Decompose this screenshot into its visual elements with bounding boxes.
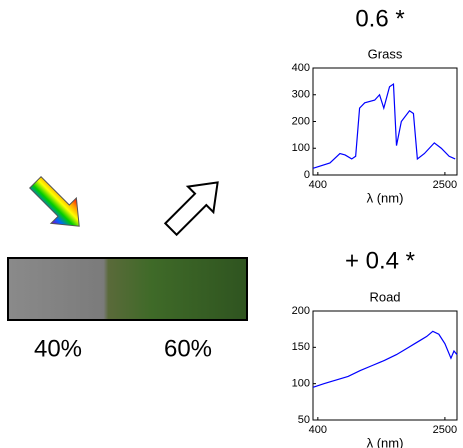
y-tick-label: 150 bbox=[292, 341, 310, 353]
y-tick-label: 100 bbox=[292, 378, 310, 390]
y-tick-label: 300 bbox=[292, 89, 310, 101]
x-axis-label: λ (nm) bbox=[367, 435, 404, 448]
ground-image bbox=[8, 258, 247, 320]
y-tick-label: 100 bbox=[292, 142, 310, 154]
weight-label: + 0.4 * bbox=[345, 247, 415, 274]
right-percent: 60% bbox=[164, 335, 212, 362]
x-tick-label: 2500 bbox=[433, 179, 457, 191]
chart-title: Road bbox=[369, 289, 400, 304]
y-tick-label: 200 bbox=[292, 115, 310, 127]
outline-arrow bbox=[158, 170, 230, 242]
x-tick-label: 400 bbox=[309, 424, 327, 436]
plot-frame bbox=[313, 311, 457, 420]
rainbow-arrow bbox=[23, 170, 92, 239]
y-tick-label: 400 bbox=[292, 62, 310, 74]
y-tick-label: 200 bbox=[292, 305, 310, 317]
chart-title: Grass bbox=[368, 46, 403, 61]
x-tick-label: 2500 bbox=[433, 424, 457, 436]
figure: 40% 60% 0.6 *Grass01002003004004002500λ … bbox=[0, 0, 463, 448]
x-tick-label: 400 bbox=[309, 179, 327, 191]
x-axis-label: λ (nm) bbox=[367, 190, 404, 205]
left-percent: 40% bbox=[34, 335, 82, 362]
weight-label: 0.6 * bbox=[355, 5, 404, 32]
